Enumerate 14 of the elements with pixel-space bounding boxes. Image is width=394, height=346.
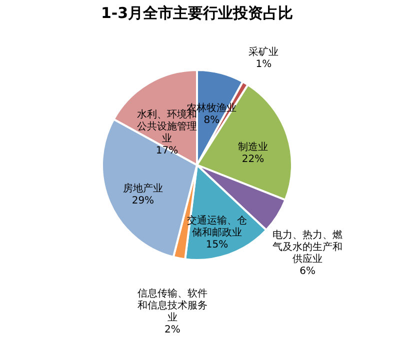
data-label: 6% (300, 266, 316, 278)
chart-title: 1-3月全市主要行业投资占比 (100, 4, 294, 22)
data-label: 29% (132, 195, 154, 206)
data-label: 8% (204, 114, 220, 126)
data-label: 1% (256, 59, 272, 70)
slice-label: 信息传输、软件和信息技术服务业 (137, 288, 208, 324)
data-label: 17% (156, 145, 178, 156)
slice-label: 采矿业 (248, 46, 279, 58)
data-label: 2% (164, 324, 180, 336)
slice-label: 电力、热力、燃气及水的生产和供应业 (272, 229, 343, 266)
slice-label: 制造业 (238, 140, 268, 153)
data-label: 15% (206, 239, 228, 250)
slice-label: 房地产业 (122, 182, 163, 194)
data-label: 22% (242, 154, 264, 165)
